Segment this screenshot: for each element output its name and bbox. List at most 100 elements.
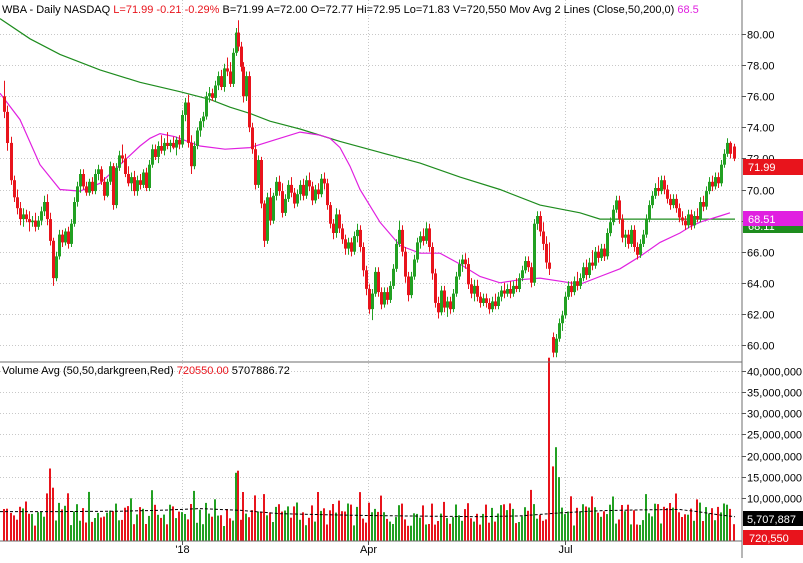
candle-body <box>100 169 103 182</box>
volume-avg-line <box>0 508 736 518</box>
candle <box>97 164 100 181</box>
candle-body <box>299 184 302 195</box>
candle <box>440 285 443 316</box>
volume-panel <box>0 357 736 541</box>
candle-body <box>242 66 245 97</box>
candle <box>130 172 133 192</box>
volume-bar <box>25 501 27 541</box>
candle-body <box>139 180 142 185</box>
candle-body <box>542 231 545 244</box>
candle <box>509 281 512 299</box>
candle <box>240 41 243 72</box>
volume-bar <box>269 512 271 541</box>
candle-body <box>494 301 497 307</box>
volume-bar <box>585 506 587 541</box>
candle <box>681 211 684 226</box>
candle-body <box>257 160 260 185</box>
candle-body <box>34 220 37 227</box>
volume-bar <box>428 524 430 541</box>
candle <box>70 219 73 247</box>
header-symbol: WBA <box>2 4 28 16</box>
candle-body <box>708 181 711 192</box>
candle <box>160 135 163 154</box>
candle <box>163 138 166 156</box>
header-period: Daily <box>36 4 61 16</box>
candle <box>473 279 476 302</box>
candle <box>407 271 410 302</box>
candle <box>515 278 518 293</box>
volume-bar <box>708 513 710 541</box>
candle <box>542 222 545 251</box>
candle <box>398 220 401 247</box>
volume-bar <box>67 493 69 541</box>
header-ask: A=72.00 <box>266 4 307 16</box>
candle <box>193 141 196 170</box>
candle <box>362 242 365 277</box>
candle <box>302 178 305 201</box>
candle <box>503 282 506 299</box>
volume-axis: 10,000,000 15,000,000 20,000,000 25,000,000… <box>742 367 802 506</box>
volume-bar <box>624 511 626 541</box>
candle <box>100 166 103 185</box>
candle <box>582 262 585 282</box>
volume-bar <box>413 513 415 541</box>
volume-bar <box>500 505 502 541</box>
volume-bar <box>588 507 590 541</box>
candle-body <box>284 198 287 213</box>
volume-bar <box>181 512 183 541</box>
candle-body <box>260 160 263 204</box>
price-tick-label: 60.00 <box>747 341 775 353</box>
candle-body <box>482 298 485 303</box>
candle <box>720 160 723 187</box>
volume-bar <box>485 504 487 541</box>
volume-bar <box>597 512 599 541</box>
candle <box>208 87 211 103</box>
volume-tick-label: 10,000,000 <box>747 494 802 506</box>
candle-body <box>88 181 91 193</box>
volume-bar <box>43 516 45 541</box>
volume-bar <box>419 517 421 541</box>
candle-body <box>669 198 672 206</box>
candle-body <box>73 202 76 224</box>
volume-bar <box>223 526 225 541</box>
candle <box>579 273 582 289</box>
candle-body <box>254 149 257 185</box>
candle <box>22 208 25 227</box>
candle <box>533 219 536 286</box>
candle <box>347 237 350 255</box>
candle <box>573 276 576 296</box>
volume-bar <box>263 494 265 541</box>
candle <box>434 268 437 308</box>
candle <box>37 216 40 230</box>
volume-bar <box>696 499 698 541</box>
volume-bar <box>275 506 277 541</box>
candle-body <box>314 189 317 201</box>
candle <box>52 237 55 286</box>
volume-bar <box>711 508 713 541</box>
volume-bar <box>199 509 201 541</box>
volume-bar <box>70 525 72 541</box>
candle-body <box>545 243 548 263</box>
candle <box>690 209 693 230</box>
candle-body <box>302 184 305 196</box>
candle-body <box>211 93 214 98</box>
candle-body <box>606 233 609 257</box>
volume-bar <box>669 503 671 541</box>
last-price-label: 71.99 <box>743 159 803 175</box>
candle <box>654 183 657 199</box>
candle-body <box>151 149 154 165</box>
volume-bar <box>34 525 36 541</box>
volume-bar <box>175 518 177 541</box>
volume-bar <box>187 519 189 541</box>
volume-bar <box>518 522 520 541</box>
candle-body <box>347 242 350 249</box>
candle <box>25 209 28 223</box>
candle-body <box>621 219 624 238</box>
candle-body <box>237 32 240 47</box>
ma200-line <box>0 18 735 220</box>
candle <box>127 166 130 187</box>
volume-bar <box>639 524 641 541</box>
volume-bar <box>558 477 560 541</box>
candle-body <box>85 186 88 193</box>
candle <box>443 285 446 313</box>
